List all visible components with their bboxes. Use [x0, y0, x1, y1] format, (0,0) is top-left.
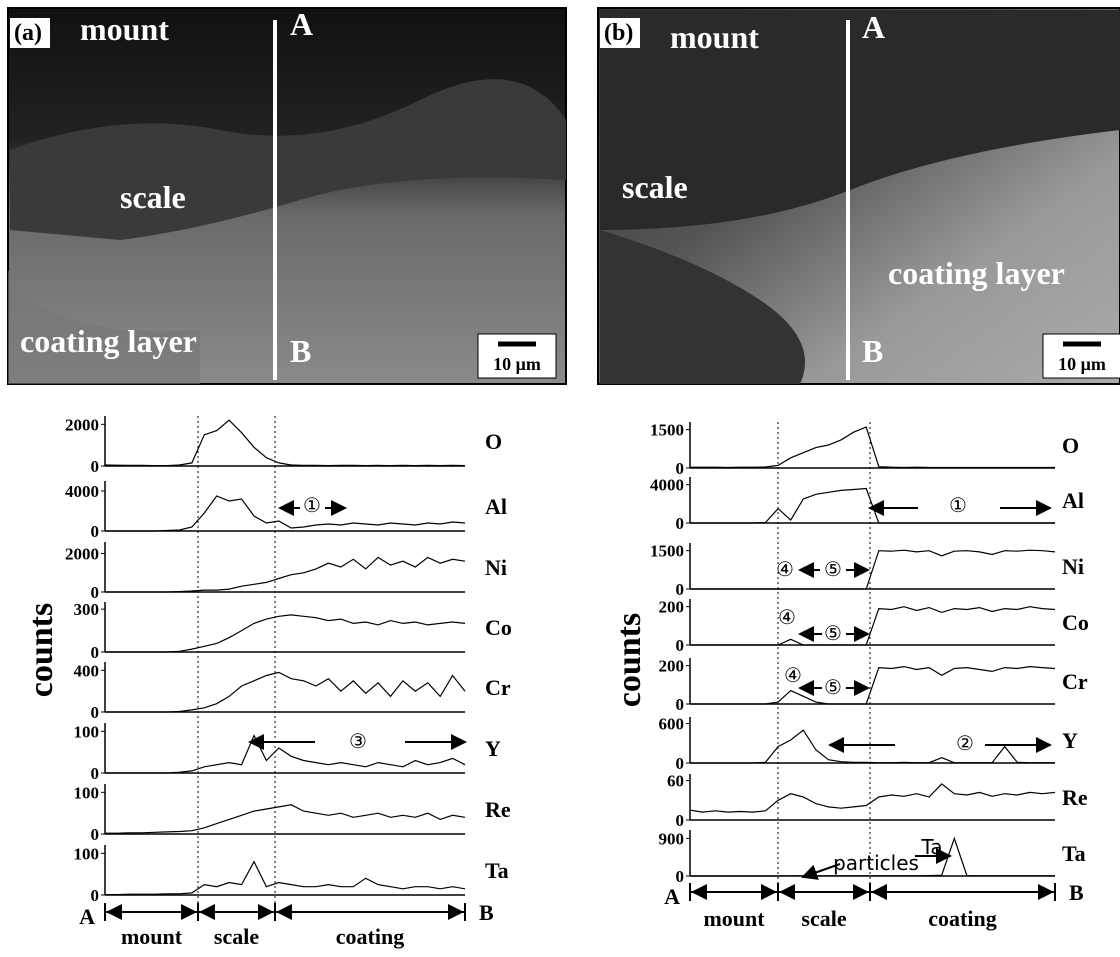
annotation: particles — [833, 851, 919, 875]
line-end-label: B — [862, 333, 883, 369]
element-label: O — [485, 429, 502, 454]
y-tick-label: 1500 — [650, 542, 684, 561]
y-tick-label: 100 — [74, 783, 100, 802]
x-end-label: B — [479, 900, 494, 925]
region-label: coating — [928, 906, 996, 931]
element-label: Cr — [485, 675, 511, 700]
profile-line — [105, 615, 465, 652]
y-tick-label: 0 — [91, 764, 100, 783]
y-tick-label: 200 — [659, 657, 685, 676]
annotation: ③ — [349, 729, 367, 753]
profile-line — [105, 420, 465, 465]
y-axis-label: counts — [611, 613, 648, 707]
profile-line — [690, 667, 1055, 704]
y-tick-label: 200 — [659, 598, 685, 617]
y-tick-label: 60 — [667, 772, 684, 791]
y-tick-label: 0 — [676, 811, 685, 830]
profile-line — [105, 557, 465, 592]
y-tick-label: 0 — [676, 754, 685, 773]
profile-line — [690, 784, 1055, 812]
y-tick-label: 900 — [659, 829, 685, 848]
profile-line — [105, 672, 465, 712]
panel-label: (a) — [14, 20, 42, 46]
line-end-label: A — [290, 6, 313, 42]
profile-line — [690, 550, 1055, 589]
element-label: Ni — [485, 555, 507, 580]
region-label: mount — [121, 924, 183, 949]
annotation: ④ — [776, 557, 794, 581]
element-label: Re — [485, 797, 511, 822]
y-tick-label: 2000 — [65, 415, 99, 434]
x-end-label: A — [664, 884, 680, 909]
y-tick-label: 0 — [91, 703, 100, 722]
element-label: O — [1062, 433, 1079, 458]
image-label: scale — [120, 179, 186, 215]
y-tick-label: 0 — [676, 695, 685, 714]
y-tick-label: 600 — [659, 715, 685, 734]
element-label: Co — [485, 615, 512, 640]
profile-line — [105, 805, 465, 833]
region-label: scale — [801, 906, 846, 931]
profile-line — [690, 607, 1055, 645]
profile-line — [105, 496, 465, 531]
x-end-label: B — [1069, 880, 1084, 905]
region-label: scale — [214, 924, 259, 949]
x-end-label: A — [79, 904, 95, 929]
element-label: Cr — [1062, 669, 1088, 694]
profile-line — [690, 427, 1055, 467]
y-tick-label: 0 — [91, 583, 100, 602]
element-label: Al — [485, 494, 507, 519]
line-end-label: B — [290, 333, 311, 369]
element-label: Y — [1062, 728, 1078, 753]
y-axis-label: counts — [23, 603, 60, 697]
annotation: ⑤ — [824, 675, 842, 699]
y-tick-label: 0 — [91, 643, 100, 662]
scale-bar-label: 10 μm — [1058, 354, 1106, 374]
annotation: ① — [303, 493, 321, 517]
image-label: scale — [622, 169, 688, 205]
y-tick-label: 0 — [676, 580, 685, 599]
element-label: Al — [1062, 488, 1084, 513]
y-tick-label: 0 — [91, 522, 100, 541]
annotation: ⑤ — [824, 557, 842, 581]
profile-line — [105, 862, 465, 895]
image-label: coating layer — [20, 323, 197, 359]
line-end-label: A — [862, 9, 885, 45]
y-tick-label: 100 — [74, 722, 100, 741]
y-tick-label: 4000 — [65, 482, 99, 501]
image-label: mount — [80, 11, 169, 47]
image-label: coating layer — [888, 255, 1065, 291]
element-label: Y — [485, 736, 501, 761]
y-tick-label: 400 — [74, 661, 100, 680]
y-tick-label: 1500 — [650, 421, 684, 440]
element-label: Ta — [485, 858, 509, 883]
annotation: ④ — [784, 663, 802, 687]
annotation: ② — [956, 731, 974, 755]
panel-label: (b) — [604, 20, 633, 46]
image-label: mount — [670, 19, 759, 55]
figure: (a) mount scale coating layer A B 10 μm (b) moun… — [0, 0, 1120, 952]
y-tick-label: 4000 — [650, 476, 684, 495]
y-tick-label: 300 — [74, 600, 100, 619]
y-tick-label: 0 — [91, 825, 100, 844]
scale-bar-label: 10 μm — [493, 354, 541, 374]
profile-line — [690, 730, 1055, 763]
y-tick-label: 0 — [676, 636, 685, 655]
element-label: Ta — [1062, 841, 1086, 866]
y-tick-label: 2000 — [65, 545, 99, 564]
profile-line — [690, 489, 1055, 524]
y-tick-label: 100 — [74, 844, 100, 863]
annotation: ① — [949, 493, 967, 517]
annotation: ④ — [778, 605, 796, 629]
annotation: ⑤ — [824, 621, 842, 645]
region-label: mount — [703, 906, 765, 931]
region-label: coating — [336, 924, 404, 949]
element-label: Ni — [1062, 554, 1084, 579]
element-label: Co — [1062, 610, 1089, 635]
y-tick-label: 0 — [91, 457, 100, 476]
element-label: Re — [1062, 785, 1088, 810]
y-tick-label: 0 — [676, 514, 685, 533]
y-tick-label: 0 — [91, 886, 100, 905]
